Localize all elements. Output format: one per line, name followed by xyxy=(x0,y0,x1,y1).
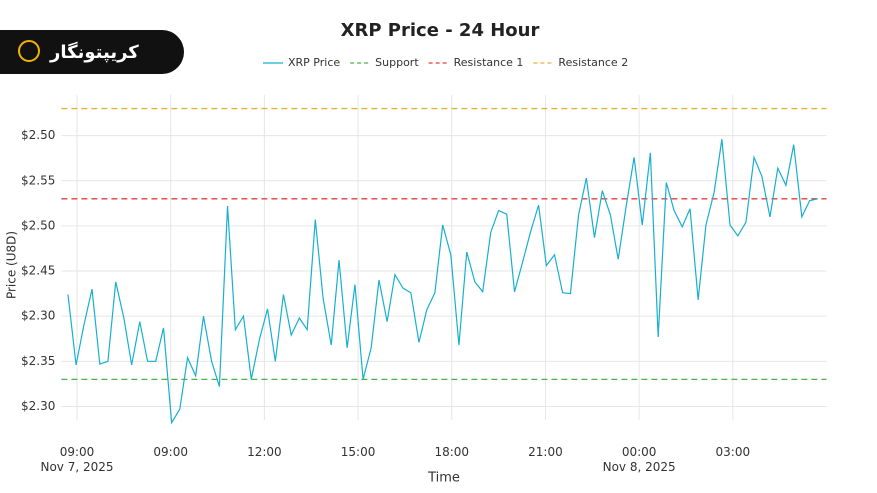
logo: کریپتونگار xyxy=(0,30,184,74)
y-tick-label: $2.30 xyxy=(21,309,55,323)
logo-icon xyxy=(18,40,40,62)
x-tick-label: 09:00 xyxy=(153,445,188,459)
x-tick-label: 09:00 Nov 7, 2025 xyxy=(40,445,114,474)
y-tick-label: $2.30 xyxy=(21,399,55,413)
y-axis-label: Price (U8D) xyxy=(5,231,19,299)
x-tick-label: 18:00 xyxy=(434,445,470,459)
legend-label: Support xyxy=(375,56,419,69)
legend-label: XRP Price xyxy=(288,56,340,69)
legend-label: Resistance 1 xyxy=(454,56,524,69)
y-tick-label: $2.50 xyxy=(21,218,55,232)
y-tick-label: $2.55 xyxy=(21,173,55,187)
x-tick-label: 00:00 Nov 8, 2025 xyxy=(602,445,676,474)
y-tick-label: $2.35 xyxy=(21,354,55,368)
chart-title: XRP Price - 24 Hour xyxy=(341,20,540,41)
x-axis-label: Time xyxy=(427,471,460,486)
x-tick-label: 21:00 xyxy=(528,445,563,459)
logo-text: کریپتونگار xyxy=(50,41,139,63)
legend-label: Resistance 2 xyxy=(558,56,628,69)
y-tick-label: $2.45 xyxy=(21,264,55,278)
x-tick-label: 12:00 xyxy=(247,445,282,459)
y-tick-label: $2.50 xyxy=(21,128,55,142)
x-tick-label: 15:00 xyxy=(340,445,376,459)
price-line xyxy=(67,139,818,425)
x-tick-label: 03:00 xyxy=(715,445,751,459)
